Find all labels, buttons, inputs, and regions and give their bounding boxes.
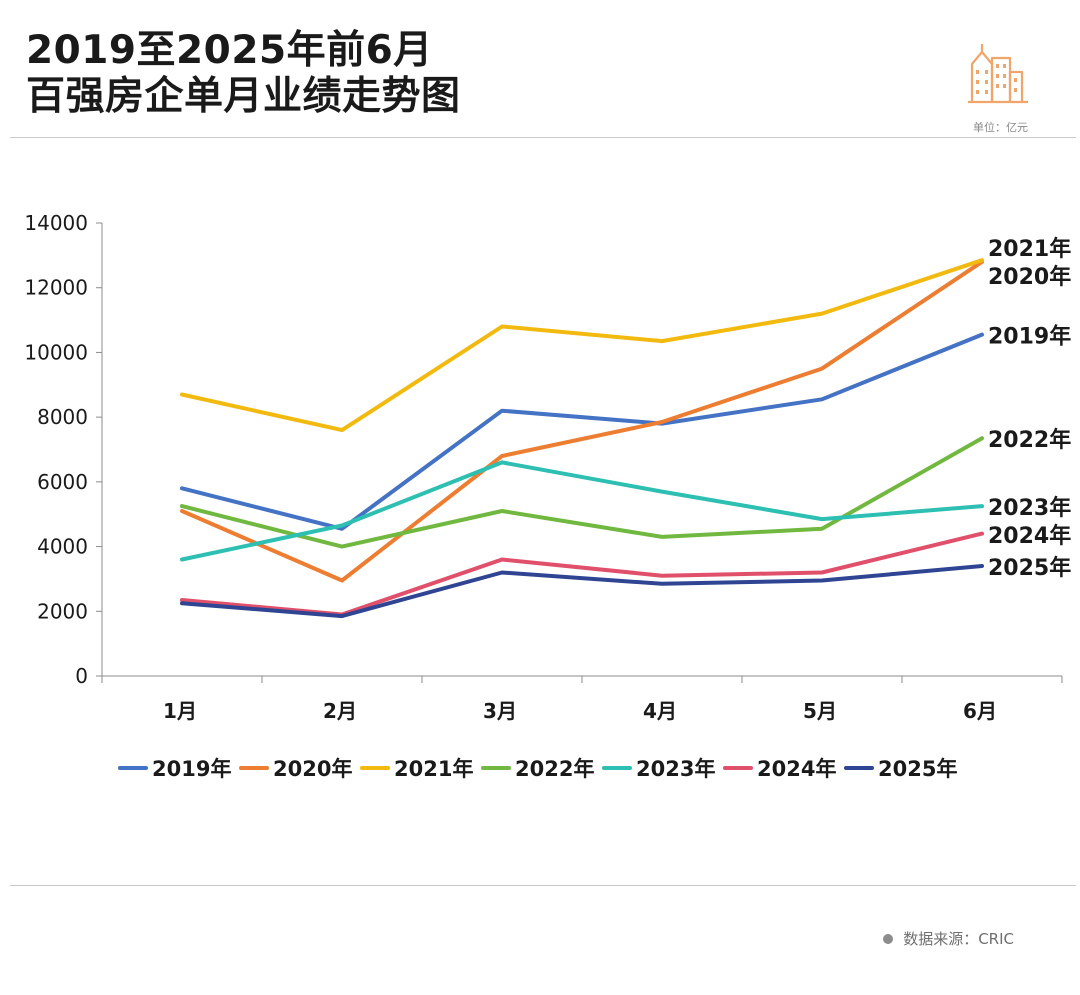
series-line <box>180 531 984 617</box>
unit-label: 单位：亿元 <box>973 121 1028 134</box>
y-tick-label: 0 <box>75 664 88 688</box>
x-tick-label: 3月 <box>483 699 517 723</box>
y-tick-label: 6000 <box>37 470 88 494</box>
x-tick-label: 6月 <box>963 699 997 723</box>
series-end-label: 2020年 <box>988 264 1071 290</box>
series-line <box>180 436 984 549</box>
title-line-2: 百强房企单月业绩走势图 <box>26 74 461 119</box>
title-line-1: 2019至2025年前6月 <box>26 28 433 73</box>
x-tick-label: 5月 <box>803 699 837 723</box>
bullet-icon <box>883 933 894 944</box>
page-title: 2019至2025年前6月 百强房企单月业绩走势图 <box>26 28 461 120</box>
y-tick-label: 8000 <box>37 405 88 429</box>
legend-label: 2023年 <box>636 757 715 781</box>
series-end-label: 2024年 <box>988 523 1071 549</box>
legend-label: 2022年 <box>515 757 594 781</box>
legend-label: 2020年 <box>273 757 352 781</box>
y-tick-label: 12000 <box>24 276 88 300</box>
series-end-label: 2019年 <box>988 324 1071 350</box>
series-end-label: 2021年 <box>988 236 1071 262</box>
legend-label: 2021年 <box>394 757 473 781</box>
legend-label: 2024年 <box>757 757 836 781</box>
header-divider <box>10 137 1076 138</box>
series-line <box>180 259 984 583</box>
city-buildings-icon <box>968 44 1028 104</box>
x-tick-label: 2月 <box>323 699 357 723</box>
legend-label: 2019年 <box>152 757 231 781</box>
footer-divider <box>10 885 1076 886</box>
series-end-label: 2022年 <box>988 427 1071 453</box>
data-source: 数据来源：CRIC <box>883 928 1014 949</box>
series-end-label: 2023年 <box>988 495 1071 521</box>
y-tick-label: 4000 <box>37 535 88 559</box>
y-tick-label: 2000 <box>37 599 88 623</box>
legend-label: 2025年 <box>878 757 957 781</box>
series-line <box>180 564 984 619</box>
series-line <box>180 460 984 562</box>
y-tick-label: 14000 <box>24 211 88 235</box>
series-end-label: 2025年 <box>988 555 1071 581</box>
x-tick-label: 1月 <box>163 699 197 723</box>
series-line <box>180 258 984 433</box>
data-source-text: 数据来源：CRIC <box>903 930 1014 948</box>
line-chart: 0 2000 4000 6000 8000 10000 12000 14000 1月 2月 3月 4月… <box>24 211 1071 781</box>
y-tick-label: 10000 <box>24 340 88 364</box>
series-line <box>180 332 984 531</box>
x-tick-label: 4月 <box>643 699 677 723</box>
